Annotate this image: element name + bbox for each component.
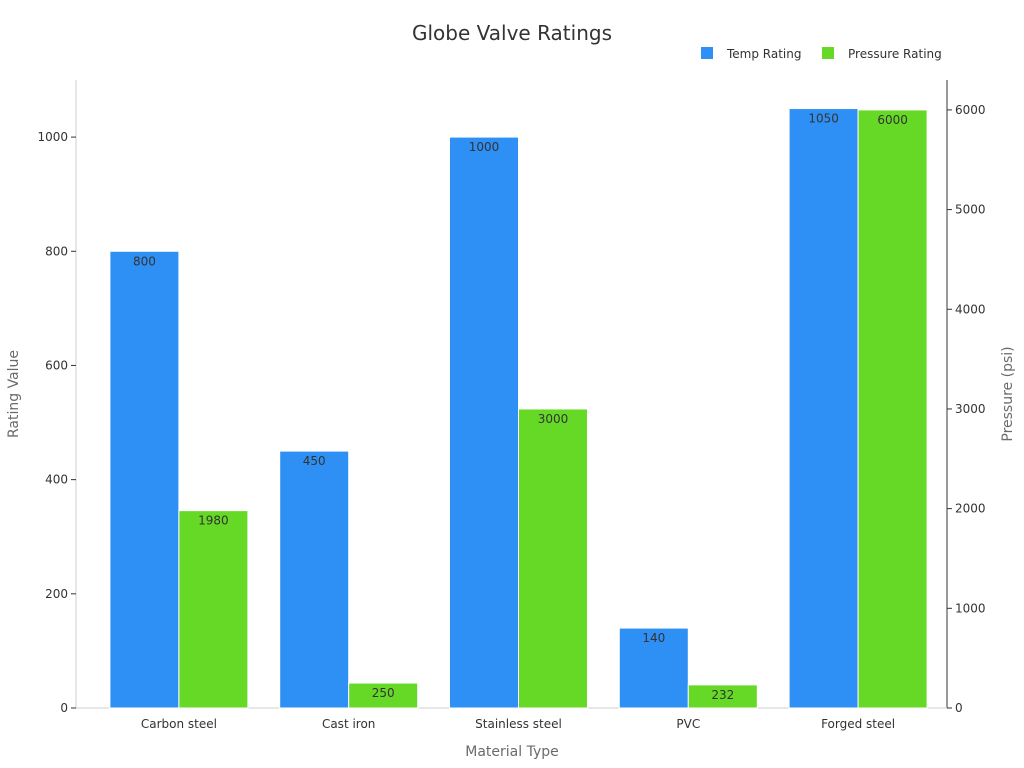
- bar-value-label: 250: [372, 686, 395, 700]
- y-axis-title: Rating Value: [6, 350, 22, 438]
- right-tick-label: 0: [955, 701, 963, 715]
- category-label: Carbon steel: [141, 717, 217, 731]
- category-label: Cast iron: [322, 717, 375, 731]
- category-labels: Carbon steel Cast iron Stainless steel PVC F…: [141, 717, 895, 731]
- left-tick-label: 800: [45, 244, 68, 258]
- category-label: Forged steel: [821, 717, 895, 731]
- legend: Temp Rating Pressure Rating: [701, 47, 942, 61]
- bar-value-label: 1980: [198, 514, 229, 528]
- bar-value-label: 450: [303, 454, 326, 468]
- bar-pressure: [518, 408, 588, 709]
- left-tick-label: 0: [60, 701, 68, 715]
- bar-pressure: [178, 510, 249, 709]
- bars: 800 1980 450 250 1000 3000 140 232 1050 6000: [109, 108, 928, 709]
- right-tick-label: 2000: [955, 502, 986, 516]
- chart-title: Globe Valve Ratings: [412, 21, 612, 45]
- bar-pressure: [348, 682, 419, 709]
- right-y-ticks: 0 1000 2000 3000 4000 5000 6000: [947, 103, 986, 715]
- bar-temp: [788, 108, 859, 709]
- bar-value-label: 6000: [877, 113, 908, 127]
- legend-label-pressure: Pressure Rating: [848, 47, 942, 61]
- y2-axis-title: Pressure (psi): [1000, 346, 1016, 441]
- x-axis-title: Material Type: [465, 744, 558, 760]
- right-tick-label: 1000: [955, 601, 986, 615]
- right-tick-label: 5000: [955, 203, 986, 217]
- right-tick-label: 4000: [955, 302, 986, 316]
- left-tick-label: 600: [45, 358, 68, 372]
- bar-temp: [279, 450, 350, 709]
- bar-value-label: 800: [133, 254, 156, 268]
- left-tick-label: 200: [45, 587, 68, 601]
- right-tick-label: 3000: [955, 402, 986, 416]
- left-tick-label: 1000: [37, 130, 68, 144]
- bar-value-label: 1050: [808, 112, 839, 126]
- bar-temp: [109, 250, 180, 709]
- bar-temp: [449, 136, 519, 709]
- left-y-ticks: 0 200 400 600 800 1000: [37, 130, 76, 715]
- bar-pressure: [687, 684, 758, 709]
- category-label: PVC: [676, 717, 700, 731]
- left-tick-label: 400: [45, 473, 68, 487]
- right-tick-label: 6000: [955, 103, 986, 117]
- bar-pressure: [857, 109, 928, 709]
- bar-value-label: 1000: [469, 140, 500, 154]
- bar-value-label: 3000: [538, 412, 569, 426]
- legend-swatch-temp: [701, 47, 713, 59]
- bar-value-label: 232: [711, 688, 734, 702]
- bar-temp: [618, 627, 689, 709]
- category-label: Stainless steel: [475, 717, 562, 731]
- bar-value-label: 140: [642, 631, 665, 645]
- legend-swatch-pressure: [822, 47, 834, 59]
- legend-label-temp: Temp Rating: [726, 47, 801, 61]
